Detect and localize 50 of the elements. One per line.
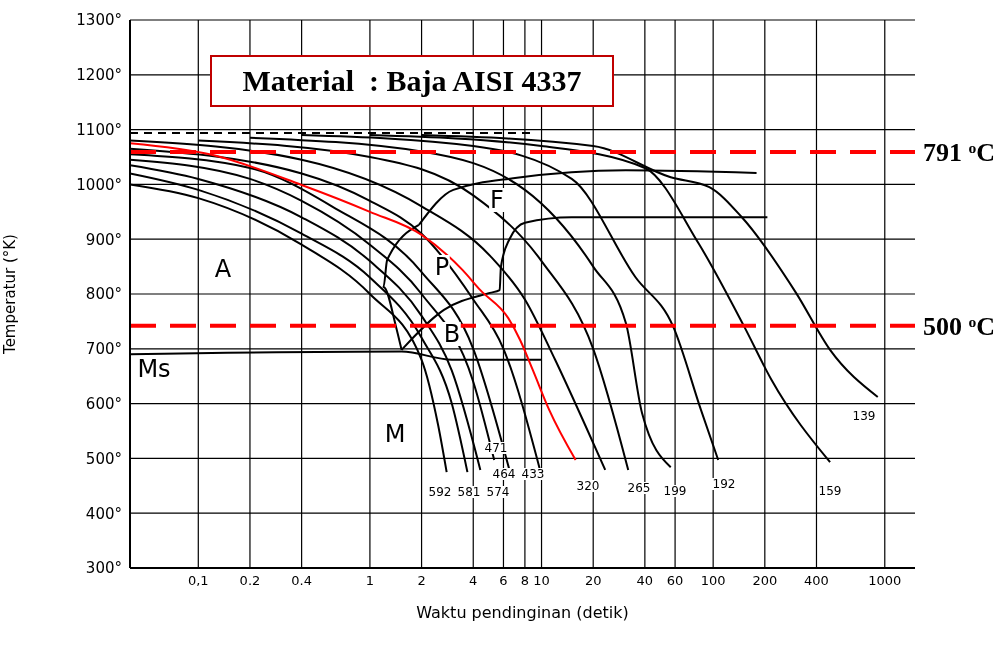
annotation: 464	[491, 467, 517, 481]
y-tick-label: 400°	[85, 504, 122, 523]
y-tick-label: 900°	[85, 230, 122, 249]
x-tick-label: 8	[520, 573, 530, 589]
x-tick-label: 400	[804, 573, 829, 589]
annotation: Ms	[136, 355, 172, 383]
x-tick-label: 200	[752, 573, 778, 589]
annotation: 581	[456, 485, 482, 499]
x-tick-label: 4	[469, 573, 478, 589]
x-axis-title: Waktu pendinginan (detik)	[416, 603, 629, 622]
ref-line-label: 500 $^{o}$C	[923, 311, 996, 341]
y-tick-label: 500°	[85, 449, 122, 468]
annotation: 199	[662, 484, 688, 498]
x-tick-label: 6	[499, 573, 508, 589]
x-tick-label: 1000	[868, 573, 902, 589]
text: Material : Baja AISI 4337	[210, 55, 614, 107]
annotation: B	[442, 320, 462, 348]
y-axis-title: Temperatur (°K)	[1, 234, 20, 355]
annotation: 139	[851, 409, 877, 423]
annotation: P	[433, 253, 451, 281]
y-tick-label: 1000°	[76, 175, 122, 194]
x-tick-label: 0,1	[187, 573, 209, 589]
x-tick-label: 1	[365, 573, 375, 589]
annotation: 159	[817, 484, 843, 498]
annotation: 192	[711, 477, 737, 491]
y-tick-label: 700°	[85, 340, 122, 359]
annotation: A	[213, 255, 233, 283]
annotation: M	[383, 420, 407, 448]
y-tick-label: 300°	[85, 559, 122, 578]
annotation: 320	[575, 479, 601, 493]
ref-line-label: 791 $^{o}$C	[923, 138, 996, 168]
annotation: 592	[427, 485, 453, 499]
annotation: 433	[520, 467, 546, 481]
y-tick-label: 800°	[85, 285, 122, 304]
x-tick-label: 20	[584, 573, 602, 589]
x-tick-label: 100	[700, 573, 726, 589]
x-tick-label: 0.2	[239, 573, 261, 589]
y-tick-label: 600°	[85, 394, 122, 413]
y-tick-label: 1100°	[76, 120, 122, 139]
x-tick-label: 40	[636, 573, 654, 589]
x-tick-label: 2	[417, 573, 426, 589]
annotation: 265	[626, 481, 652, 495]
x-tick-label: 10	[533, 573, 550, 589]
annotation: F	[489, 186, 505, 214]
annotation: 471	[483, 441, 509, 455]
x-tick-label: 0.4	[291, 573, 312, 589]
y-tick-label: 1200°	[76, 66, 122, 85]
y-tick-label: 1300°	[76, 11, 122, 30]
annotation: 574	[485, 485, 511, 499]
x-tick-label: 60	[666, 573, 684, 589]
